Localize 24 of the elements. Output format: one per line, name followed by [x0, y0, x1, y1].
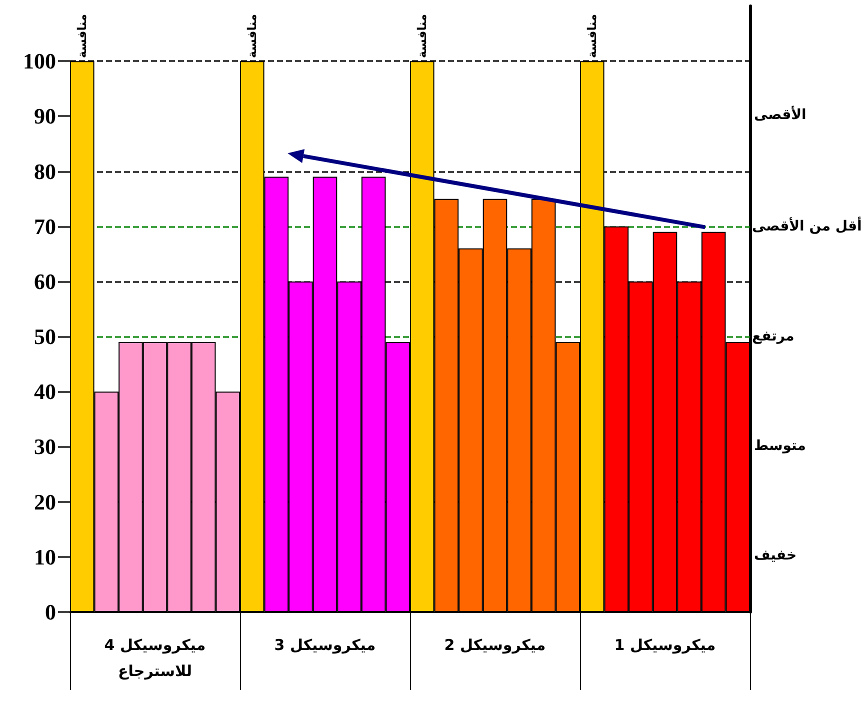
text: متوسط — [754, 438, 806, 454]
text: منافسة — [75, 14, 90, 58]
ref-line-label: مرتفع — [752, 328, 794, 345]
x-tick-label: ميكروسيكل 4 للاسترجاع — [104, 636, 206, 680]
text: منافسة — [245, 14, 260, 58]
text: الأقصى — [754, 105, 806, 124]
y-tick-label: 60 — [34, 268, 56, 294]
y-tick-label: 50 — [34, 324, 56, 350]
y-tick-label: 20 — [34, 489, 56, 514]
x-tick-label: ميكروسيكل 3 — [274, 636, 376, 654]
x-tick-label: ميكروسيكل 1 — [614, 636, 716, 654]
y-tick-label: 40 — [34, 379, 56, 404]
y-tick-label: 10 — [34, 544, 56, 570]
y-tick-label: 70 — [34, 214, 56, 239]
y-tick-label: 80 — [34, 158, 56, 184]
y-tick-label: 0 — [45, 600, 56, 624]
x-tick-label: ميكروسيكل 2 — [444, 636, 546, 654]
text: منافسة — [415, 14, 430, 58]
y-tick-label: 100 — [23, 48, 56, 74]
y-tick-label: 90 — [34, 104, 56, 129]
text: خفيف — [754, 548, 797, 564]
text: منافسة — [585, 14, 600, 58]
ref-line-label: أقل من الأقصى — [752, 216, 862, 234]
y-tick-label: 30 — [34, 434, 56, 460]
